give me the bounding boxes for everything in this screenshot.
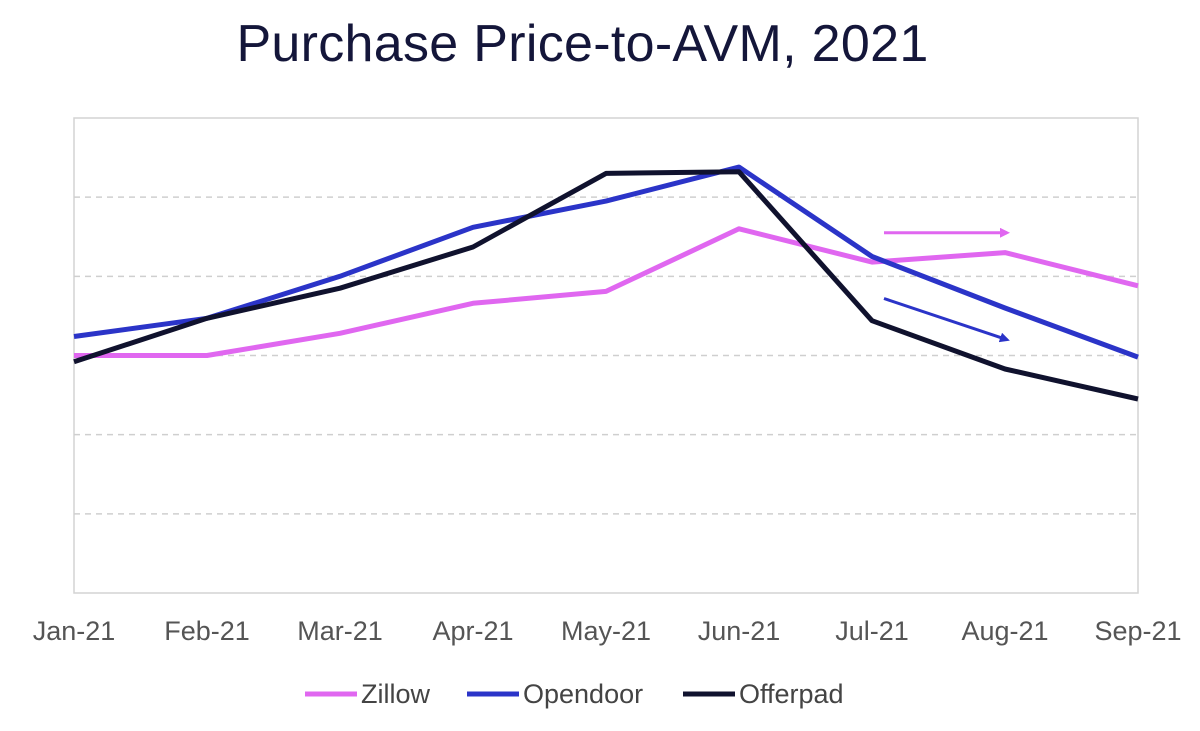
trend-arrows xyxy=(883,227,1010,343)
gridlines xyxy=(74,196,1138,515)
legend-label-zillow: Zillow xyxy=(361,679,431,709)
x-tick-label: Jul-21 xyxy=(835,616,909,646)
legend: Zillow Opendoor Offerpad xyxy=(305,679,844,709)
x-tick-label: Aug-21 xyxy=(961,616,1048,646)
series-lines xyxy=(73,164,1139,402)
x-tick-label: May-21 xyxy=(561,616,651,646)
chart-title: Purchase Price-to-AVM, 2021 xyxy=(236,15,929,73)
x-axis-tick-labels: Jan-21 Feb-21 Mar-21 Apr-21 May-21 Jun-21 Jul-… xyxy=(33,616,1182,646)
x-tick-label: Jan-21 xyxy=(33,616,116,646)
x-tick-label: Feb-21 xyxy=(164,616,250,646)
x-tick-label: Jun-21 xyxy=(698,616,781,646)
x-tick-label: Sep-21 xyxy=(1094,616,1181,646)
series-line-zillow xyxy=(74,226,1139,358)
series-line-offerpad xyxy=(73,169,1139,402)
trend-arrow-opendoor xyxy=(883,297,1010,343)
legend-label-opendoor: Opendoor xyxy=(523,679,643,709)
legend-label-offerpad: Offerpad xyxy=(739,679,844,709)
series-line-opendoor xyxy=(73,164,1139,360)
x-tick-label: Mar-21 xyxy=(297,616,383,646)
x-tick-label: Apr-21 xyxy=(432,616,513,646)
